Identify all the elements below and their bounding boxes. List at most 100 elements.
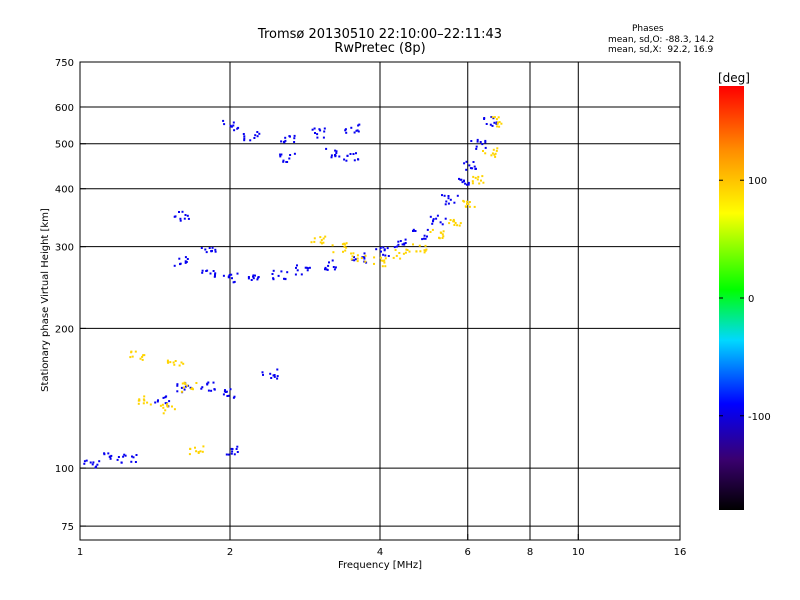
data-point bbox=[471, 167, 474, 170]
data-point bbox=[201, 450, 204, 453]
data-point bbox=[300, 273, 303, 276]
data-point bbox=[131, 355, 134, 358]
data-point bbox=[164, 409, 167, 412]
data-point bbox=[432, 219, 435, 222]
data-point bbox=[204, 248, 207, 251]
data-point bbox=[484, 146, 487, 149]
data-point bbox=[181, 382, 184, 385]
data-point bbox=[319, 129, 322, 132]
data-point bbox=[319, 236, 322, 239]
data-point bbox=[484, 139, 487, 142]
data-point bbox=[442, 230, 445, 233]
data-point bbox=[134, 350, 137, 353]
data-point bbox=[418, 244, 421, 247]
data-point bbox=[191, 387, 194, 390]
phase-stats-heading: Phases bbox=[632, 24, 664, 34]
data-point bbox=[465, 183, 468, 186]
data-point bbox=[282, 140, 285, 143]
data-point bbox=[356, 129, 359, 132]
data-point bbox=[363, 256, 366, 258]
data-point bbox=[288, 157, 291, 160]
data-point bbox=[179, 262, 182, 265]
data-point bbox=[131, 455, 133, 458]
data-point bbox=[394, 249, 397, 251]
x-axis-label: Frequency [MHz] bbox=[338, 560, 422, 571]
data-point bbox=[311, 128, 314, 131]
data-point bbox=[213, 388, 216, 391]
data-point bbox=[468, 205, 471, 208]
data-point bbox=[357, 158, 359, 161]
data-point bbox=[293, 134, 296, 137]
data-point bbox=[373, 262, 375, 265]
data-point bbox=[271, 273, 274, 275]
data-point bbox=[197, 452, 200, 454]
data-point bbox=[431, 222, 434, 225]
data-point bbox=[402, 252, 405, 255]
data-point bbox=[199, 450, 202, 453]
phase-stats-x: mean, sd,X: 92.2, 16.9 bbox=[608, 45, 714, 55]
data-point bbox=[482, 181, 485, 184]
data-point bbox=[490, 116, 493, 118]
data-point bbox=[495, 122, 498, 125]
data-point bbox=[386, 247, 389, 250]
data-point bbox=[496, 125, 499, 128]
data-point bbox=[346, 154, 349, 157]
data-point bbox=[224, 389, 226, 392]
data-point bbox=[423, 249, 426, 252]
data-point bbox=[230, 125, 233, 128]
data-point bbox=[464, 182, 467, 185]
data-point bbox=[358, 123, 361, 126]
data-point bbox=[384, 257, 387, 260]
data-point bbox=[322, 136, 325, 139]
data-point bbox=[236, 272, 239, 275]
data-point bbox=[261, 371, 264, 374]
data-point bbox=[214, 250, 217, 253]
data-point bbox=[344, 129, 347, 132]
data-point bbox=[166, 403, 169, 406]
data-point bbox=[363, 252, 366, 255]
data-point bbox=[184, 383, 187, 385]
colorbar-tick-label: 0 bbox=[748, 294, 754, 305]
y-tick-label: 200 bbox=[55, 324, 74, 335]
data-point bbox=[355, 152, 357, 155]
data-point bbox=[490, 154, 493, 157]
data-point bbox=[419, 250, 422, 253]
data-point bbox=[142, 402, 145, 405]
data-point bbox=[284, 278, 287, 281]
data-point bbox=[467, 183, 470, 186]
data-point bbox=[344, 249, 347, 252]
data-point bbox=[404, 238, 407, 241]
data-point bbox=[157, 399, 159, 402]
data-point bbox=[289, 154, 292, 156]
y-tick-label: 500 bbox=[55, 140, 74, 151]
data-point bbox=[210, 389, 213, 392]
data-point bbox=[276, 375, 279, 378]
data-point bbox=[171, 405, 173, 408]
data-point bbox=[335, 150, 338, 153]
data-point bbox=[322, 241, 325, 244]
data-point bbox=[441, 223, 444, 226]
data-point bbox=[181, 210, 184, 213]
data-point bbox=[481, 175, 484, 178]
data-point bbox=[293, 152, 296, 155]
data-point bbox=[230, 273, 233, 276]
x-tick-label: 10 bbox=[572, 547, 585, 558]
data-point bbox=[332, 251, 335, 254]
data-point bbox=[122, 455, 125, 458]
chart-title-line2: RwPretec (8p) bbox=[334, 41, 426, 56]
data-point bbox=[399, 240, 402, 242]
data-point bbox=[214, 273, 216, 276]
data-point bbox=[435, 217, 438, 220]
data-point bbox=[399, 257, 402, 260]
colorbar-ticks: 100 0 -100 bbox=[719, 176, 771, 423]
data-point bbox=[243, 135, 246, 138]
data-point bbox=[445, 200, 448, 203]
data-point bbox=[356, 254, 359, 257]
y-tick-label: 750 bbox=[55, 58, 74, 69]
data-point bbox=[178, 364, 181, 367]
data-point bbox=[124, 454, 127, 457]
data-point bbox=[357, 130, 360, 133]
data-point bbox=[231, 450, 234, 453]
data-point bbox=[353, 259, 356, 262]
data-point bbox=[444, 203, 447, 206]
